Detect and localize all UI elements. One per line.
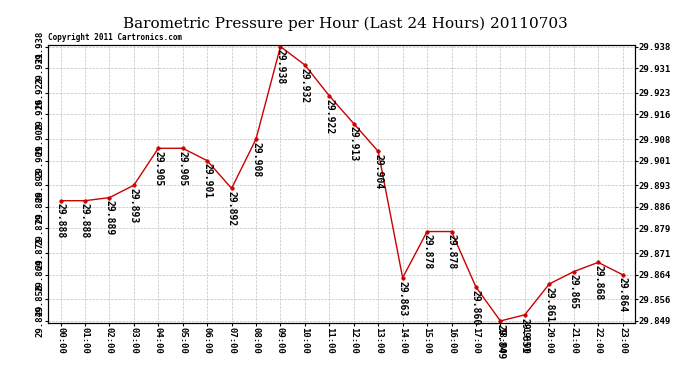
Text: 29.938: 29.938 [275,50,286,85]
Text: 29.908: 29.908 [251,142,261,177]
Text: 29.878: 29.878 [422,234,432,270]
Text: 29.849: 29.849 [495,324,505,359]
Text: 29.868: 29.868 [593,265,603,300]
Text: Copyright 2011 Cartronics.com: Copyright 2011 Cartronics.com [48,33,182,42]
Text: 29.888: 29.888 [80,204,90,239]
Text: 29.893: 29.893 [129,188,139,224]
Text: 29.851: 29.851 [520,318,530,353]
Text: 29.863: 29.863 [397,280,408,316]
Text: 29.878: 29.878 [446,234,457,270]
Text: 29.864: 29.864 [618,278,628,313]
Text: 29.932: 29.932 [300,68,310,103]
Text: 29.904: 29.904 [373,154,383,189]
Text: 29.913: 29.913 [348,126,359,162]
Text: Barometric Pressure per Hour (Last 24 Hours) 20110703: Barometric Pressure per Hour (Last 24 Ho… [123,17,567,31]
Text: 29.865: 29.865 [569,274,579,310]
Text: 29.922: 29.922 [324,99,335,134]
Text: 29.889: 29.889 [104,200,115,236]
Text: 29.888: 29.888 [55,204,66,239]
Text: 29.861: 29.861 [544,287,554,322]
Text: 29.860: 29.860 [471,290,481,325]
Text: 29.892: 29.892 [226,191,237,226]
Text: 29.905: 29.905 [178,151,188,186]
Text: 29.905: 29.905 [153,151,164,186]
Text: 29.901: 29.901 [202,164,212,199]
